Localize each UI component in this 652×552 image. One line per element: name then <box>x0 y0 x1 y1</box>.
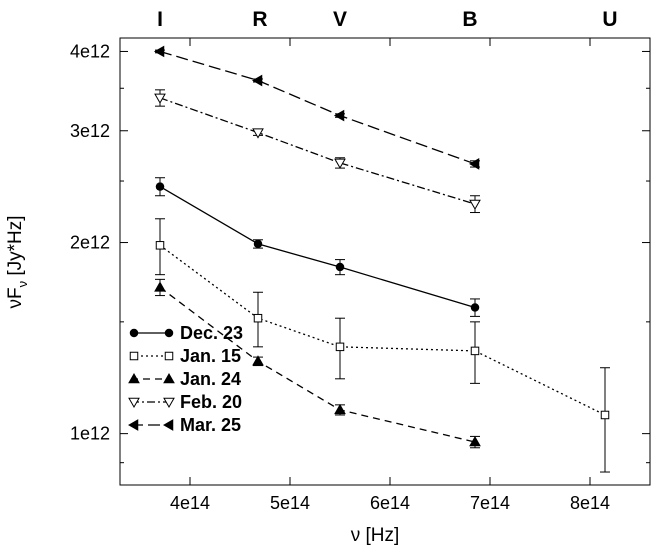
series-2 <box>154 278 481 449</box>
data-point-marker <box>129 351 139 361</box>
series-0 <box>155 177 480 317</box>
y-axis-label-sub: ν <box>15 281 30 288</box>
y-tick-label: 1e12 <box>70 424 110 444</box>
band-label: V <box>333 8 347 31</box>
data-point-marker <box>129 328 139 338</box>
data-point-marker <box>163 372 175 384</box>
data-point-marker <box>163 397 175 409</box>
data-point-marker <box>600 410 610 420</box>
data-point-marker <box>469 199 481 211</box>
data-point-marker <box>164 328 174 338</box>
band-label: R <box>252 8 267 31</box>
legend-label: Jan. 15 <box>180 346 241 366</box>
series-4 <box>153 45 480 170</box>
legend-label: Mar. 25 <box>180 415 241 435</box>
legend-item: Mar. 25 <box>127 415 241 435</box>
x-tick-label: 7e14 <box>470 493 510 513</box>
data-point-marker <box>334 403 346 415</box>
data-point-marker <box>333 109 345 122</box>
series-line <box>159 50 476 165</box>
data-point-marker <box>470 346 480 356</box>
data-point-marker <box>164 351 174 361</box>
legend-item: Jan. 24 <box>128 369 241 389</box>
y-axis-label-main: νF <box>5 287 26 308</box>
series-3 <box>154 89 481 214</box>
legend-item: Dec. 23 <box>129 323 243 343</box>
data-point-marker <box>154 281 166 292</box>
data-point-marker <box>153 45 165 58</box>
x-tick-label: 4e14 <box>170 493 210 513</box>
data-point-marker <box>252 128 264 139</box>
legend-item: Feb. 20 <box>128 392 242 412</box>
series-line <box>159 97 476 205</box>
x-tick-label: 8e14 <box>570 493 610 513</box>
data-point-marker <box>127 419 139 431</box>
legend-item: Jan. 15 <box>129 346 241 366</box>
data-point-marker <box>155 241 165 250</box>
plot-frame <box>119 37 651 486</box>
y-axis-label: νFν [Jy*Hz] <box>5 215 30 308</box>
legend-label: Dec. 23 <box>180 323 243 343</box>
data-point-marker <box>252 355 264 366</box>
y-tick-label: 4e12 <box>70 41 110 61</box>
x-tick-label: 5e14 <box>270 493 310 513</box>
series-group <box>153 45 610 473</box>
data-point-marker <box>334 158 346 169</box>
data-point-marker <box>253 239 263 249</box>
data-point-marker <box>468 158 480 170</box>
data-point-marker <box>469 436 481 447</box>
series-line <box>159 286 476 443</box>
y-tick-label: 3e12 <box>70 121 110 141</box>
data-point-marker <box>335 342 345 352</box>
legend: Dec. 23 Jan. 15 Jan. 24 Feb. 20 Mar. 25 <box>127 323 243 435</box>
data-point-marker <box>470 303 480 312</box>
data-point-marker <box>251 74 263 87</box>
y-tick-label: 2e12 <box>70 233 110 253</box>
legend-label: Feb. 20 <box>180 392 242 412</box>
data-point-marker <box>128 372 140 384</box>
x-tick-label: 6e14 <box>370 493 410 513</box>
ticks: 4e14 5e14 6e14 7e14 8e14 1e12 2e12 3e12 4e12 <box>70 38 650 513</box>
series-line <box>159 186 476 309</box>
series-line <box>159 244 606 416</box>
legend-label: Jan. 24 <box>180 369 241 389</box>
series-1 <box>155 218 610 473</box>
band-label: U <box>602 8 617 31</box>
band-label: B <box>462 8 477 31</box>
data-point-marker <box>128 397 140 409</box>
data-point-marker <box>155 182 165 191</box>
data-point-marker <box>154 93 166 104</box>
data-point-marker <box>335 262 345 272</box>
band-label: I <box>157 8 163 31</box>
data-point-marker <box>253 313 263 323</box>
y-axis-label-unit: [Jy*Hz] <box>5 215 26 280</box>
x-axis-label: ν [Hz] <box>351 525 400 546</box>
data-point-marker <box>162 419 174 431</box>
